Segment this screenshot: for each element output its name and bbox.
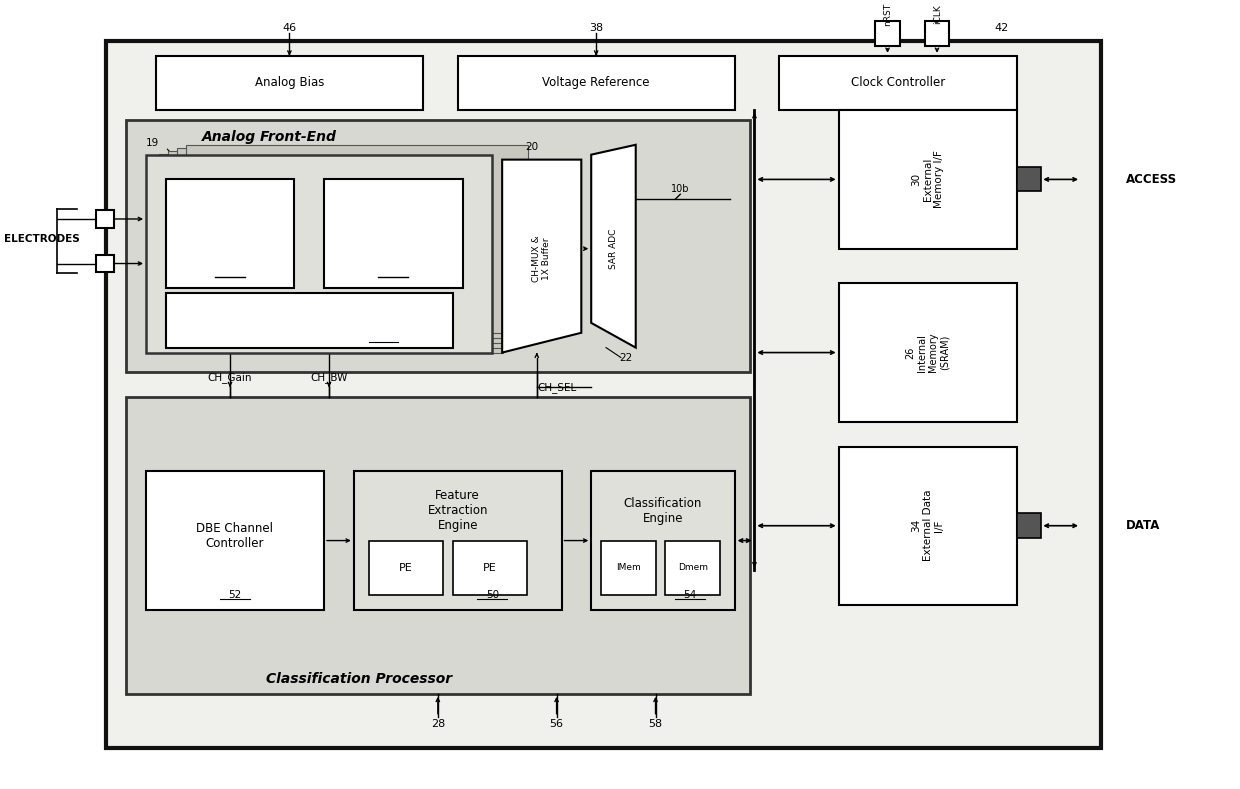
Bar [779, 56, 1017, 110]
Bar [925, 21, 950, 46]
Bar [146, 155, 492, 353]
Bar [838, 110, 1017, 249]
Text: 16: 16 [377, 333, 389, 342]
Bar [838, 283, 1017, 422]
Text: 20: 20 [526, 142, 538, 151]
Text: 50: 50 [486, 590, 498, 600]
Text: 26
Internal
Memory
(SRAM): 26 Internal Memory (SRAM) [905, 333, 950, 372]
Bar [126, 397, 749, 694]
Text: ELECTRODES: ELECTRODES [4, 234, 79, 244]
Bar [186, 144, 528, 333]
Text: Analog Front-End: Analog Front-End [202, 130, 337, 144]
Text: 58: 58 [649, 719, 662, 728]
Bar [324, 179, 463, 288]
Text: Dmem: Dmem [677, 563, 708, 572]
Bar [156, 56, 423, 110]
Text: Feature
Extraction
Engine: Feature Extraction Engine [428, 489, 487, 533]
Text: CS-CCIA: CS-CCIA [206, 218, 254, 230]
Bar [1017, 166, 1042, 191]
Text: 28: 28 [430, 719, 445, 728]
Bar [167, 151, 516, 342]
Text: 38: 38 [589, 23, 603, 33]
Bar [453, 540, 527, 595]
Text: CH_BW: CH_BW [310, 372, 347, 383]
Bar [176, 148, 522, 338]
Polygon shape [591, 144, 636, 348]
Bar [146, 471, 324, 610]
Text: iCLK: iCLK [932, 4, 942, 24]
Bar [166, 294, 453, 348]
Text: 56: 56 [549, 719, 563, 728]
Bar [97, 255, 114, 272]
Text: 18: 18 [387, 268, 401, 279]
Text: DATA: DATA [1126, 519, 1159, 533]
Text: 42: 42 [994, 23, 1009, 33]
Text: Analog Bias: Analog Bias [254, 77, 324, 89]
Bar [150, 157, 503, 353]
Text: DBE Channel
Controller: DBE Channel Controller [196, 522, 274, 550]
Text: IMem: IMem [616, 563, 641, 572]
Bar [107, 41, 1101, 748]
Bar [666, 540, 720, 595]
Text: Classification
Engine: Classification Engine [624, 497, 702, 525]
Bar [353, 471, 562, 610]
Polygon shape [502, 159, 582, 353]
Text: 30
External
Memory I/F: 30 External Memory I/F [911, 151, 944, 208]
Bar [159, 154, 510, 348]
Text: Voltage Reference: Voltage Reference [542, 77, 650, 89]
Bar [458, 56, 734, 110]
Text: CH-MUX &
1X Buffer: CH-MUX & 1X Buffer [532, 235, 552, 282]
Bar [591, 471, 734, 610]
Text: Classification Processor: Classification Processor [265, 672, 451, 686]
Text: 19: 19 [146, 138, 160, 148]
Bar [838, 447, 1017, 605]
Text: ACCESS: ACCESS [1126, 173, 1177, 186]
Text: CH_SEL: CH_SEL [537, 382, 577, 393]
Text: 34
External Data
I/F: 34 External Data I/F [911, 490, 944, 562]
Text: 54: 54 [683, 590, 697, 600]
Text: AFE Channel Controller: AFE Channel Controller [249, 316, 370, 325]
Bar [1017, 513, 1042, 537]
Bar [126, 120, 749, 372]
Text: 10b: 10b [671, 185, 689, 194]
Text: 52: 52 [228, 590, 242, 600]
Bar [368, 540, 443, 595]
Text: ASPU: ASPU [378, 218, 409, 230]
Text: CH_Gain: CH_Gain [208, 372, 252, 383]
Bar [166, 179, 294, 288]
Text: SAR ADC: SAR ADC [609, 229, 618, 269]
Text: PE: PE [482, 563, 497, 573]
Text: 22: 22 [619, 353, 632, 362]
Text: nRST: nRST [884, 2, 893, 26]
Text: 46: 46 [283, 23, 296, 33]
Text: 14: 14 [223, 268, 237, 279]
Bar [97, 210, 114, 228]
Bar [875, 21, 900, 46]
Text: PE: PE [399, 563, 413, 573]
Bar [601, 540, 656, 595]
Text: Clock Controller: Clock Controller [851, 77, 945, 89]
